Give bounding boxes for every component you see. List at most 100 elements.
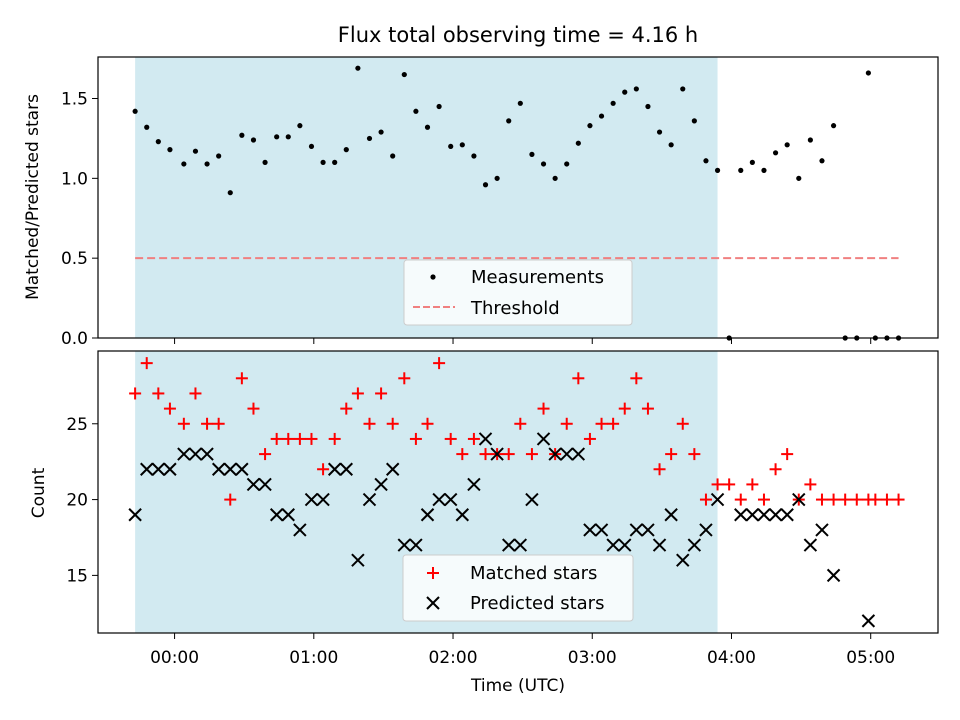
top-y-axis-label: Matched/Predicted stars [23,94,43,300]
measurement-point [436,103,442,110]
x-tick-label: 03:00 [568,648,617,668]
predicted-stars-point [455,508,470,522]
predicted-stars-point [710,492,725,507]
matched-stars-point [421,417,434,430]
predicted-stars-point [536,432,551,446]
bottom-axes: 15 20 25 00:00 01:00 02:00 03:00 04:00 05:00 Tim… [29,350,939,696]
measurement-point [680,86,686,92]
matched-stars-point [270,432,283,445]
predicted-stars-point [374,477,388,492]
measurement-point [459,142,465,148]
matched-stars-point [282,432,295,445]
matched-stars-point [525,448,538,461]
predicted-stars-point [815,523,829,537]
top-axes: 0.0 0.5 1.0 1.5 Flux total observing time =… [23,23,939,349]
measurement-point [830,123,837,129]
matched-stars-point [583,432,596,445]
predicted-stars-point [757,508,771,522]
predicted-stars-point [513,538,528,552]
predicted-stars-point [432,492,446,507]
matched-stars-point [869,493,882,506]
predicted-stars-point [177,447,191,461]
measurement-point [390,153,396,159]
predicted-stars-point [478,432,493,446]
measurement-point [262,159,268,165]
bottom-count-points [128,357,905,628]
measurement-point [529,151,535,157]
measurement-point [401,71,407,78]
predicted-stars-point [293,523,307,537]
measurement-point [482,182,489,188]
measurement-point [424,124,431,130]
measurement-point [738,167,744,173]
predicted-stars-point [780,508,794,522]
matched-stars-point [444,432,457,445]
top-legend-box [403,259,633,326]
matched-stars-point [537,402,550,415]
legend-label-matched-stars: Matched stars [470,563,597,584]
predicted-stars-point [502,538,516,552]
matched-stars-point [618,402,631,415]
x-tick-label: 05:00 [846,648,895,668]
predicted-stars-point [163,462,177,476]
predicted-legend-marker [426,596,440,610]
matched-stars-point [386,417,399,430]
predicted-stars-point [629,523,644,537]
measurement-point [610,100,616,106]
measurement-point [132,108,138,114]
top-axes-frame [97,56,939,339]
matched-stars-point [235,372,248,385]
matched-stars-point [433,357,446,370]
matched-stars-point [734,493,747,506]
measurement-point [807,137,813,143]
measurement-point [216,153,222,159]
measurement-point [517,100,523,106]
bottom-y-axis-label: Count [29,467,49,518]
predicted-stars-point [745,508,760,522]
measurement-point [656,129,663,135]
top-axis-ticks: 0.0 0.5 1.0 1.5 [61,90,872,349]
measurement-point [714,167,721,173]
matched-stars-point [781,448,794,461]
predicted-stars-point [548,447,562,461]
bottom-axes-frame [97,350,939,634]
matched-stars-point [653,463,666,476]
measurements-legend-marker [430,274,436,280]
predicted-stars-point [304,492,319,507]
predicted-stars-point [235,462,249,476]
measurement-point [761,167,767,173]
predicted-stars-point [826,568,841,583]
measurement-point [819,158,825,164]
measurement-point [575,140,581,146]
y-tick-label: 20 [66,491,88,511]
legend-label-threshold: Threshold [470,298,560,319]
measurement-point [471,153,477,159]
y-tick-label: 0.5 [61,249,88,269]
measurement-point [784,142,790,148]
matched-stars-point [201,417,214,430]
legend-label-predicted-stars: Predicted stars [470,593,604,614]
measurement-point [285,134,291,140]
measurement-point [622,89,628,95]
y-tick-label: 1.5 [61,90,88,110]
predicted-stars-point [258,477,272,492]
predicted-stars-point [211,462,226,476]
y-tick-label: 25 [66,415,88,435]
bottom-axis-ticks: 15 20 25 00:00 01:00 02:00 03:00 04:00 05:00 [66,415,895,668]
predicted-stars-point [664,508,678,522]
x-tick-label: 01:00 [289,648,338,668]
matched-stars-point [177,417,190,430]
y-tick-label: 15 [66,566,88,586]
measurement-point [749,159,755,165]
predicted-stars-point [618,538,632,552]
matched-stars-point [711,478,724,491]
legend-label-measurements: Measurements [471,267,604,288]
measurement-point [144,124,150,130]
measurement-point [181,161,187,167]
measurement-point [703,158,709,164]
predicted-stars-point [734,508,748,522]
matched-stars-point [317,463,330,476]
predicted-stars-point [128,508,142,522]
predicted-stars-point [351,553,365,567]
